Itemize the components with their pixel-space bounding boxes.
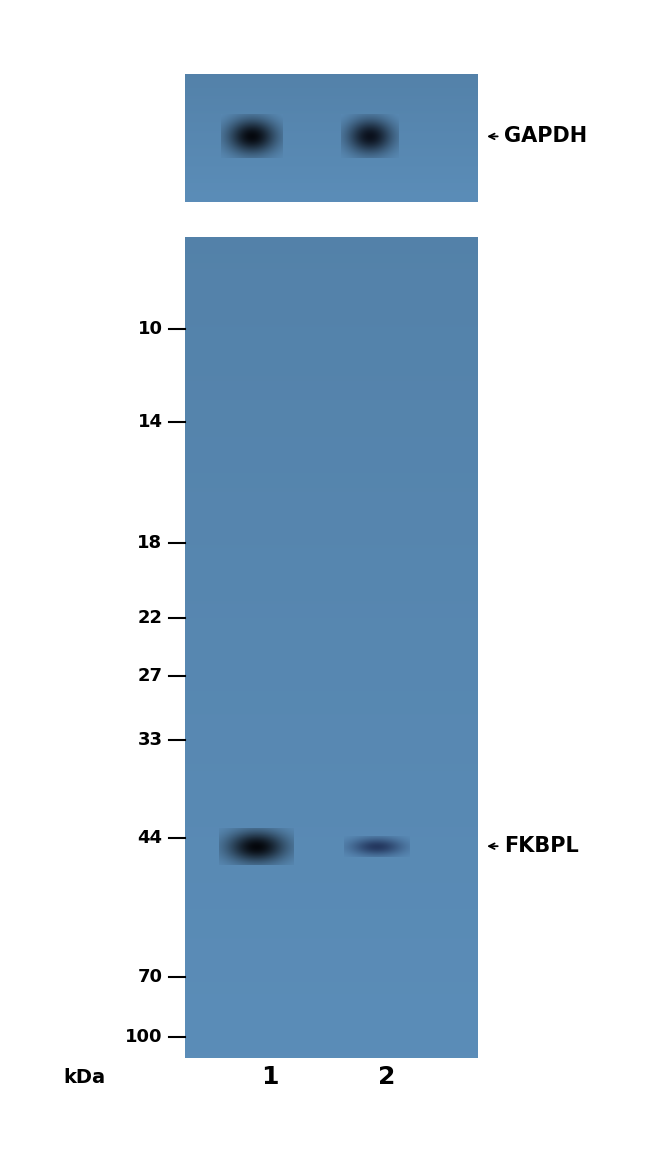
Text: 27: 27 (138, 667, 162, 686)
Text: 1: 1 (261, 1066, 278, 1089)
Text: 14: 14 (138, 413, 162, 431)
Text: 33: 33 (138, 731, 162, 749)
Text: 2: 2 (378, 1066, 395, 1089)
Text: 22: 22 (138, 609, 162, 628)
Text: GAPDH: GAPDH (504, 126, 587, 147)
Text: 100: 100 (125, 1028, 162, 1046)
Text: 10: 10 (138, 320, 162, 339)
Text: 70: 70 (138, 968, 162, 986)
Text: FKBPL: FKBPL (504, 836, 578, 857)
Text: 44: 44 (138, 829, 162, 847)
Text: 18: 18 (137, 534, 162, 553)
Text: kDa: kDa (64, 1068, 105, 1087)
